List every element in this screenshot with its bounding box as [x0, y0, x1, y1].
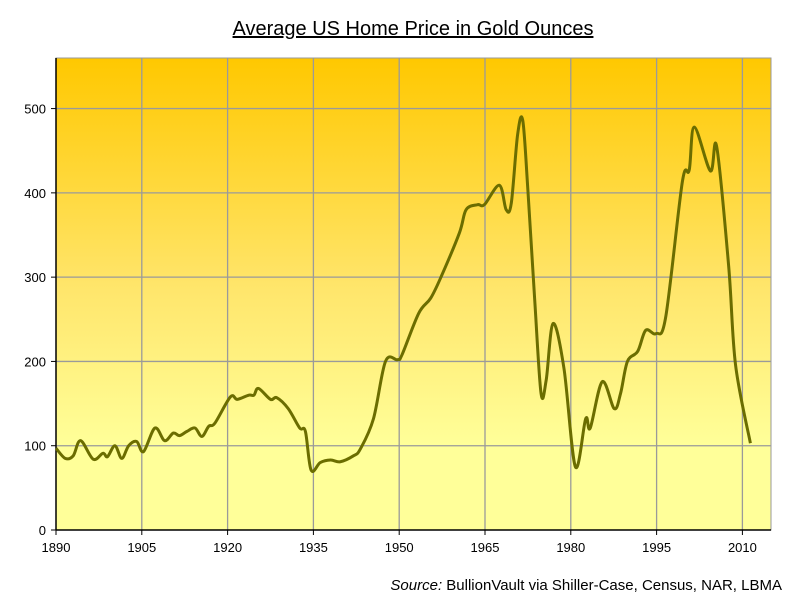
y-tick-label: 500 [24, 102, 46, 117]
source-note: Source: BullionVault via Shiller-Case, C… [390, 577, 782, 594]
x-tick-label: 1920 [213, 540, 242, 555]
plot-background [55, 57, 772, 531]
gridlines [56, 58, 771, 530]
y-tick-label: 300 [24, 270, 46, 285]
x-tick-label: 1950 [385, 540, 414, 555]
x-tick-label: 1935 [299, 540, 328, 555]
x-tick-label: 1995 [642, 540, 671, 555]
source-text: BullionVault via Shiller-Case, Census, N… [446, 577, 782, 594]
x-tick-label: 1980 [556, 540, 585, 555]
y-tick-label: 100 [24, 439, 46, 454]
source-label: Source: [390, 577, 443, 594]
x-tick-label: 1965 [471, 540, 500, 555]
y-tick-label: 400 [24, 186, 46, 201]
x-tick-label: 2010 [728, 540, 757, 555]
chart-title: Average US Home Price in Gold Ounces [232, 18, 594, 40]
axes: 0 100 200 300 400 500 1890 1905 1920 1935 1950 1965… [24, 58, 771, 555]
x-tick-label: 1890 [42, 540, 71, 555]
series-line [54, 115, 752, 473]
y-tick-label: 200 [24, 354, 46, 369]
x-tick-label: 1905 [127, 540, 156, 555]
y-tick-label: 0 [39, 523, 46, 538]
